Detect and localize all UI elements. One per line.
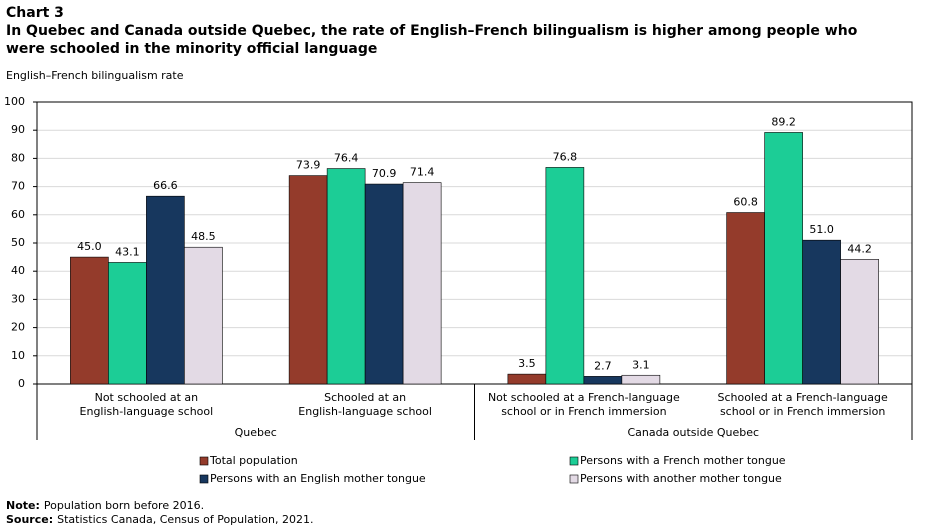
y-tick-label: 0 [18,377,25,390]
x-tick-label: Not schooled at an [95,391,199,404]
data-label: 60.8 [733,196,758,209]
legend-swatch [569,474,579,484]
x-tick-label: school or in French immersion [720,405,885,418]
bar [621,374,661,385]
x-tick-label: school or in French immersion [501,405,666,418]
bar [326,168,366,385]
y-tick-label: 90 [11,123,25,136]
chart-title: In Quebec and Canada outside Quebec, the… [6,23,858,39]
data-label: 48.5 [191,230,216,243]
bar [507,373,547,385]
note: Source: Statistics Canada, Census of Popu… [6,513,313,526]
bar [840,259,879,385]
bar [146,195,185,385]
data-label: 89.2 [771,115,796,128]
group-label: Quebec [235,426,277,439]
bar [545,167,585,385]
note-text: Statistics Canada, Census of Population,… [57,513,313,526]
bar [726,212,765,385]
bar [184,246,223,385]
data-label: 76.8 [553,150,578,163]
data-label: 2.7 [594,359,612,372]
data-label: 66.6 [153,179,178,192]
bar [583,376,623,385]
data-label: 3.1 [632,358,650,371]
y-tick-label: 100 [4,95,25,108]
legend-swatch [569,456,579,466]
data-label: 70.9 [372,167,397,180]
bar [70,256,109,385]
y-tick-label: 70 [11,180,25,193]
x-tick-label: Not schooled at a French-language [488,391,680,404]
note-text: Population born before 2016. [44,499,204,512]
legend-label: Total population [209,454,298,467]
bar [364,183,404,385]
legend-label: Persons with another mother tongue [580,472,782,485]
group-label: Canada outside Quebec [627,426,759,439]
data-label: 43.1 [115,245,140,258]
data-label: 3.5 [518,357,536,370]
data-label: 71.4 [410,166,435,179]
data-label: 51.0 [809,223,834,236]
y-tick-label: 20 [11,321,25,334]
chart-label: Chart 3 [6,5,64,21]
bar [288,175,328,385]
bar [802,239,841,385]
chart-title: were schooled in the minority official l… [6,41,377,57]
y-tick-label: 50 [11,236,25,249]
legend-swatch [199,456,209,466]
legend-label: Persons with an English mother tongue [210,472,426,485]
legend-label: Persons with a French mother tongue [580,454,786,467]
note-label: Note: [6,499,40,512]
bar [764,132,803,385]
data-label: 45.0 [77,240,102,253]
x-tick-label: English-language school [80,405,214,418]
x-tick-label: English-language school [298,405,432,418]
note-label: Source: [6,513,53,526]
y-tick-label: 40 [11,264,25,277]
legend-swatch [199,474,209,484]
y-axis-title: English–French bilingualism rate [6,69,184,82]
data-label: 73.9 [296,159,321,172]
y-tick-label: 30 [11,292,25,305]
bar [108,262,147,385]
data-label: 76.4 [334,152,359,165]
note: Note: Population born before 2016. [6,499,204,512]
data-label: 44.2 [847,242,872,255]
x-tick-label: Schooled at a French-language [717,391,888,404]
x-tick-label: Schooled at an [324,391,406,404]
y-tick-label: 60 [11,208,25,221]
y-tick-label: 10 [11,349,25,362]
bar [402,182,442,385]
y-tick-label: 80 [11,151,25,164]
